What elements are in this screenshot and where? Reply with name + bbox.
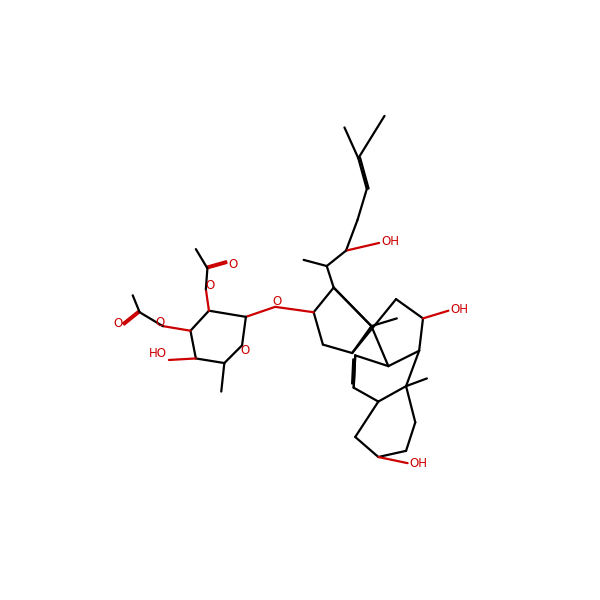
Text: O: O	[205, 279, 214, 292]
Text: O: O	[228, 258, 238, 271]
Text: OH: OH	[382, 235, 400, 248]
Text: OH: OH	[409, 457, 427, 470]
Text: O: O	[155, 316, 164, 329]
Text: HO: HO	[149, 347, 167, 361]
Text: O: O	[272, 295, 281, 308]
Text: OH: OH	[450, 302, 468, 316]
Text: O: O	[113, 317, 123, 329]
Text: O: O	[241, 344, 250, 357]
